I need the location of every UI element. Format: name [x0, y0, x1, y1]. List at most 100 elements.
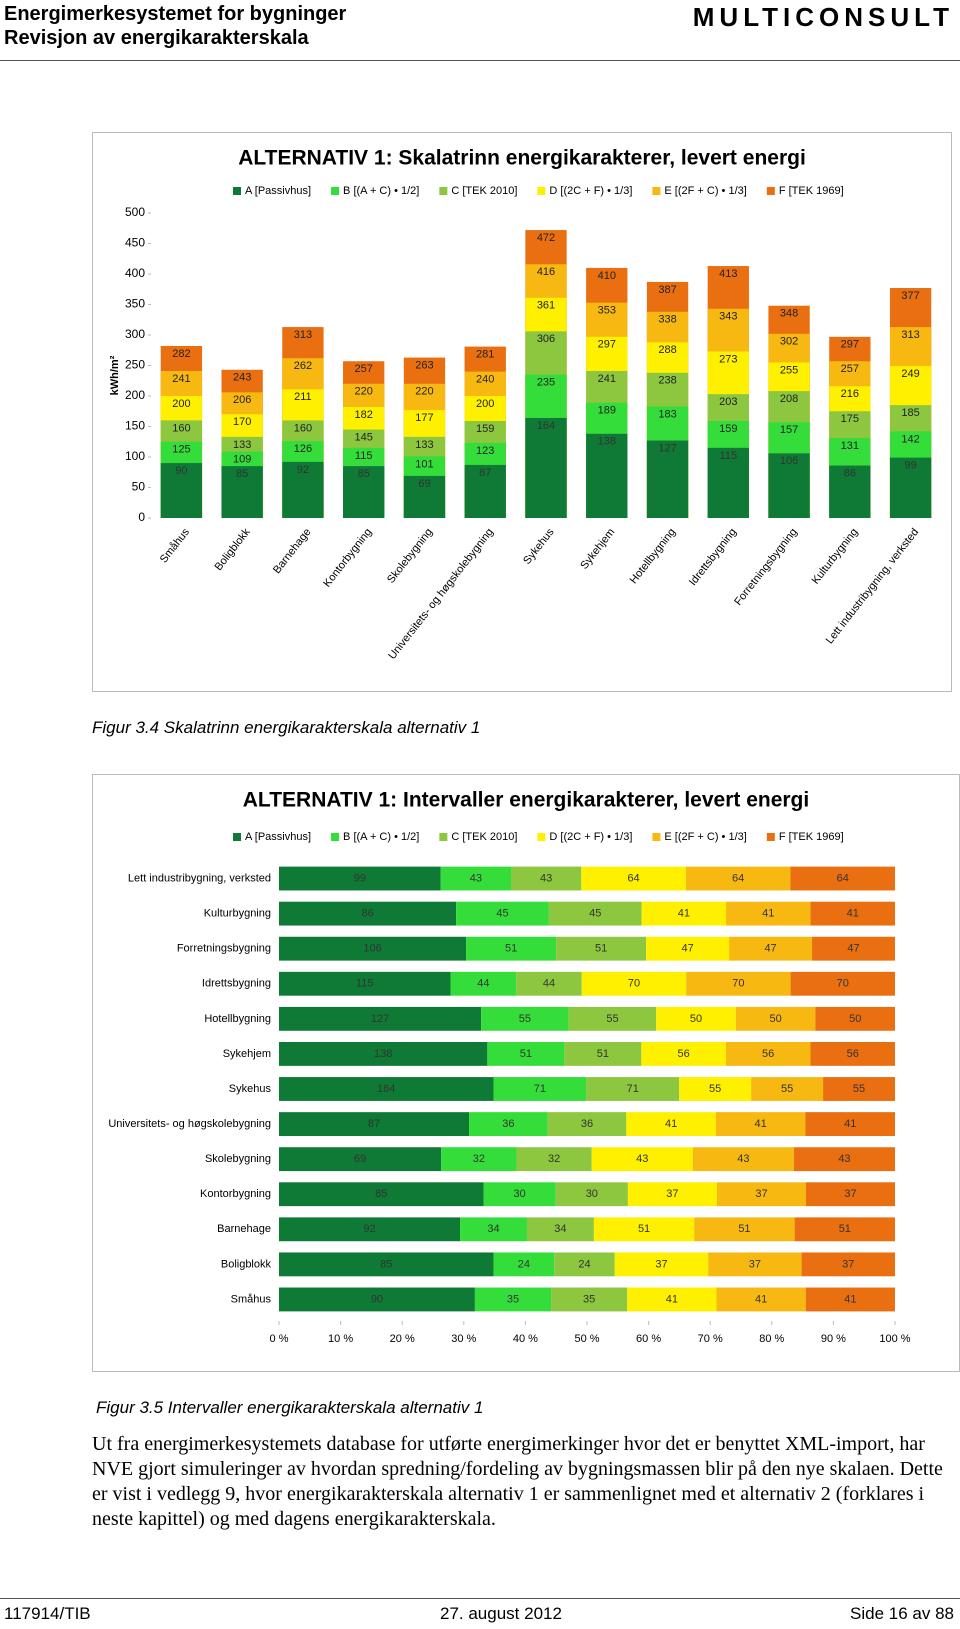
- bar-segment: [708, 1252, 802, 1277]
- data-label: 262: [294, 360, 312, 372]
- legend-label: E [(2F + C) • 1/3]: [664, 831, 746, 843]
- data-label: 353: [598, 305, 616, 317]
- x-tick-label: 80 %: [759, 1333, 784, 1345]
- bar-segment: [516, 971, 582, 996]
- data-label: 164: [377, 1083, 395, 1095]
- bar-segment: [686, 971, 791, 996]
- bar-segment: [526, 1217, 594, 1242]
- bar-segment: [474, 1287, 552, 1312]
- data-label: 297: [841, 339, 859, 351]
- bar-segment: [279, 866, 441, 891]
- data-label: 131: [841, 440, 859, 452]
- data-label: 70: [837, 978, 849, 990]
- bar-segment: [556, 936, 647, 961]
- bar: [403, 475, 446, 518]
- data-label: 92: [297, 464, 309, 476]
- data-label: 288: [658, 344, 676, 356]
- data-label: 387: [658, 284, 676, 296]
- data-label: 45: [589, 908, 601, 920]
- bar-segment: [716, 1182, 806, 1207]
- chart: ALTERNATIV 1: Intervaller energikarakter…: [108, 789, 910, 1345]
- data-label: 206: [233, 394, 251, 406]
- x-tick-label: 90 %: [821, 1333, 846, 1345]
- data-label: 185: [901, 407, 919, 419]
- footer-rule: [0, 1598, 960, 1599]
- data-label: 35: [507, 1293, 519, 1305]
- y-tick-label: Kontorbygning: [200, 1188, 271, 1200]
- x-tick-label: Universitets- og høgskolebygning: [386, 526, 496, 662]
- bar: [464, 464, 506, 518]
- data-label: 32: [548, 1153, 560, 1165]
- data-label: 41: [755, 1118, 767, 1130]
- bar-segment: [469, 1112, 548, 1137]
- data-label: 240: [476, 374, 494, 386]
- bar-segment: [646, 936, 730, 961]
- bar-segment: [810, 1041, 895, 1066]
- data-label: 36: [581, 1118, 593, 1130]
- data-label: 41: [678, 908, 690, 920]
- data-label: 24: [578, 1258, 590, 1270]
- bar-segment: [593, 1217, 695, 1242]
- data-label: 220: [415, 386, 433, 398]
- data-label: 41: [844, 1293, 856, 1305]
- bar: [343, 466, 385, 518]
- footer-date: 27. august 2012: [440, 1604, 562, 1623]
- data-label: 47: [764, 943, 776, 955]
- legend-label: D [(2C + F) • 1/3]: [549, 185, 632, 197]
- bar: [282, 461, 324, 518]
- x-tick-label: Skolebygning: [385, 526, 435, 585]
- bar-segment: [692, 1147, 794, 1172]
- data-label: 273: [719, 353, 737, 365]
- data-label: 85: [375, 1188, 387, 1200]
- data-label: 145: [355, 431, 373, 443]
- data-label: 138: [598, 436, 616, 448]
- y-axis-label: kWh/m²: [109, 355, 121, 395]
- y-tick-label: 100: [125, 449, 145, 463]
- data-label: 55: [781, 1083, 793, 1095]
- data-label: 138: [374, 1048, 392, 1060]
- data-label: 56: [847, 1048, 859, 1060]
- data-label: 37: [666, 1188, 678, 1200]
- bar-segment: [564, 1041, 642, 1066]
- bar: [707, 447, 749, 518]
- data-label: 182: [355, 409, 373, 421]
- data-label: 313: [901, 329, 919, 341]
- data-label: 126: [294, 443, 312, 455]
- bar-segment: [493, 1252, 555, 1277]
- bar: [586, 433, 628, 518]
- data-label: 263: [415, 359, 433, 371]
- x-tick-label: Kulturbygning: [810, 526, 861, 586]
- x-tick-label: Hotellbygning: [628, 526, 678, 586]
- y-tick-label: 500: [125, 205, 145, 219]
- data-label: 255: [780, 364, 798, 376]
- bar-segment: [679, 1077, 752, 1101]
- data-label: 142: [901, 433, 919, 445]
- data-label: 241: [172, 373, 190, 385]
- data-label: 410: [598, 270, 616, 282]
- x-tick-label: Boligblokk: [212, 526, 253, 573]
- bar-segment: [279, 1006, 482, 1031]
- x-tick-label: 0 %: [270, 1333, 289, 1345]
- bar-segment: [715, 1112, 806, 1137]
- data-label: 47: [847, 943, 859, 955]
- bar-segment: [279, 901, 457, 926]
- data-label: 127: [658, 442, 676, 454]
- legend-swatch: [233, 187, 241, 195]
- data-label: 30: [586, 1188, 598, 1200]
- legend-label: C [TEK 2010]: [451, 185, 517, 197]
- bar: [889, 457, 932, 518]
- data-label: 35: [583, 1293, 595, 1305]
- data-label: 211: [294, 391, 312, 403]
- legend-swatch: [331, 187, 340, 195]
- legend-swatch: [439, 187, 448, 195]
- data-label: 281: [476, 348, 494, 360]
- data-label: 43: [636, 1153, 648, 1165]
- bar-segment: [726, 901, 811, 926]
- data-label: 41: [762, 908, 774, 920]
- data-label: 85: [380, 1258, 392, 1270]
- data-label: 69: [354, 1153, 366, 1165]
- data-label: 170: [233, 416, 251, 428]
- x-tick-label: Sykehjem: [578, 526, 617, 571]
- data-label: 241: [598, 373, 616, 385]
